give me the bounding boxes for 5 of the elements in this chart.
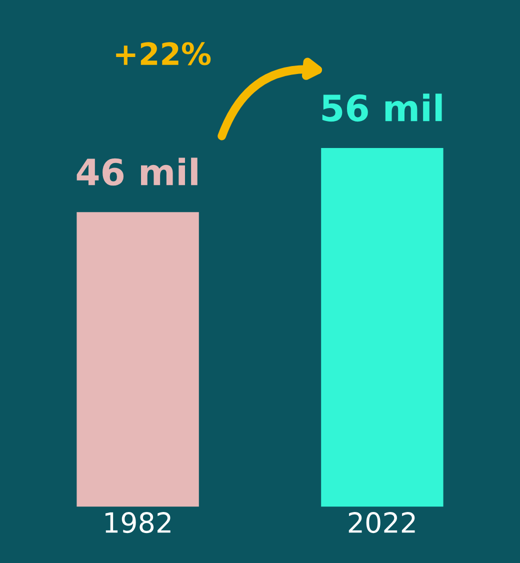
text: +22% (116, 42, 211, 66)
data-label: 46 mil (76, 158, 198, 186)
data-label: 56 mil (322, 94, 442, 122)
x-tick-label: 2022 (348, 512, 415, 534)
x-tick-label: 1982 (106, 512, 170, 534)
